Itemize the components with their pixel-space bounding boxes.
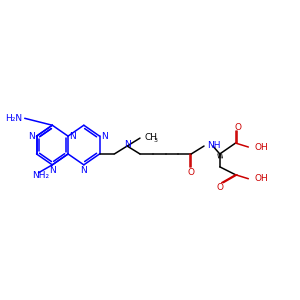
Text: N: N — [101, 132, 108, 141]
Text: N: N — [28, 132, 35, 141]
Text: O: O — [216, 183, 223, 192]
Text: OH: OH — [254, 142, 268, 152]
Text: O: O — [234, 123, 241, 132]
Text: O: O — [188, 168, 195, 177]
Text: N: N — [80, 166, 87, 175]
Text: 3: 3 — [154, 138, 158, 142]
Text: CH: CH — [145, 133, 158, 142]
Text: NH: NH — [207, 140, 220, 149]
Text: N: N — [124, 140, 130, 148]
Text: N: N — [49, 166, 56, 175]
Text: N: N — [70, 132, 76, 141]
Text: NH₂: NH₂ — [32, 171, 49, 180]
Text: H₂N: H₂N — [6, 114, 23, 123]
Text: OH: OH — [254, 174, 268, 183]
